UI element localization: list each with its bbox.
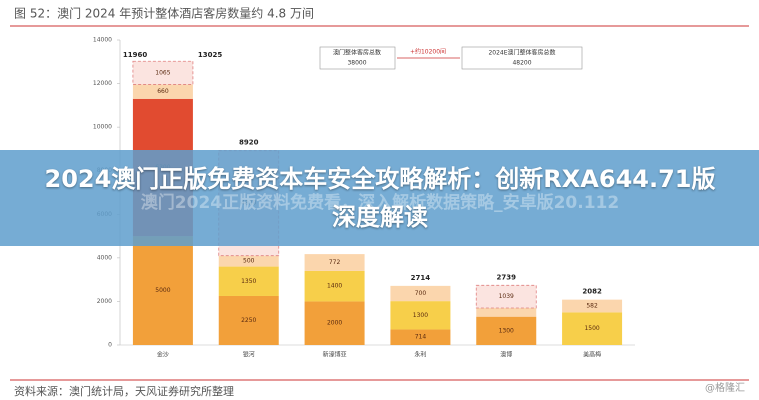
y-tick-label: 10000	[93, 124, 112, 131]
bar-segment	[476, 316, 537, 345]
segment-label: 500	[243, 258, 255, 265]
segment-label: 714	[415, 334, 427, 341]
bar-segment	[132, 60, 194, 85]
bar-segment	[390, 329, 451, 345]
x-tick-label: 银河	[243, 351, 255, 359]
bar-segment	[475, 284, 537, 309]
x-tick-label: 美高梅	[583, 351, 601, 359]
bar-segment	[476, 307, 537, 317]
x-tick-label: 金沙	[157, 351, 169, 359]
segment-label: 700	[415, 290, 427, 297]
banner-title: 2024澳门正版免费资本车安全攻略解析：创新RXA644.71版深度解读	[44, 165, 716, 231]
total-label: 11960	[123, 51, 147, 59]
summary: 澳门整体客房总数 38000 +约10200间 2024E澳门整体客房总数 48…	[319, 46, 583, 70]
bar-segment	[390, 301, 451, 330]
summary-value: 38000	[347, 60, 366, 67]
y-tick-label: 0	[108, 342, 112, 349]
segment-label: 1350	[241, 278, 256, 285]
bar-segment	[304, 254, 365, 271]
total-label: 8920	[239, 139, 259, 147]
bar-segment	[218, 295, 279, 345]
segment-label: 1500	[584, 325, 599, 332]
x-tick-label: 永利	[414, 351, 426, 359]
y-tick-label: 4000	[97, 254, 112, 261]
bar-segment	[304, 301, 365, 345]
x-tick-label: 澳博	[500, 351, 512, 359]
segment-label: 582	[586, 302, 598, 309]
y-tick-label: 12000	[93, 80, 112, 87]
summary-box	[461, 46, 583, 70]
watermark: @格隆汇	[705, 381, 745, 394]
summary-label: 2024E澳门整体客房总数	[488, 49, 555, 57]
y-tick-label: 14000	[93, 37, 112, 44]
summary-label: 澳门整体客房总数	[333, 49, 381, 57]
total-label: 2714	[411, 274, 431, 282]
segment-label: 1039	[499, 293, 514, 300]
summary-change: +约10200间	[410, 48, 446, 56]
bar-segment	[390, 285, 451, 302]
bar-segment	[304, 270, 365, 302]
banner	[0, 150, 759, 246]
figure-title: 图 52：澳门 2024 年预计整体酒店客房数量约 4.8 万间	[14, 6, 314, 21]
total-label: 2082	[582, 288, 602, 296]
bar-segment	[218, 266, 279, 296]
segment-label: 1300	[499, 327, 514, 334]
source: 资料来源：澳门统计局，天风证券研究所整理	[14, 384, 234, 398]
segment-label: 1400	[327, 283, 342, 290]
bar-segment	[132, 236, 193, 345]
segment-label: 772	[329, 259, 341, 266]
segment-label: 1300	[413, 312, 428, 319]
segment-label: 5000	[155, 287, 170, 294]
bar-segment	[562, 299, 623, 313]
summary-value: 48200	[512, 60, 531, 67]
bar-segment	[218, 255, 279, 267]
banner-subtitle: 澳门2024正版资料免费看，深入解析数据策略_安卓版20.112	[141, 192, 619, 213]
segment-label: 660	[157, 88, 169, 95]
summary-box	[319, 46, 396, 70]
planned-total-label: 13025	[198, 51, 222, 59]
total-label: 2739	[497, 273, 517, 281]
bar-segment	[132, 84, 193, 99]
x-tick-label: 新濠博亚	[323, 351, 347, 359]
segment-label: 2250	[241, 317, 256, 324]
y-tick-label: 2000	[97, 298, 112, 305]
bar-segment	[562, 312, 623, 345]
segment-label: 1065	[155, 69, 170, 76]
segment-label: 2000	[327, 320, 342, 327]
